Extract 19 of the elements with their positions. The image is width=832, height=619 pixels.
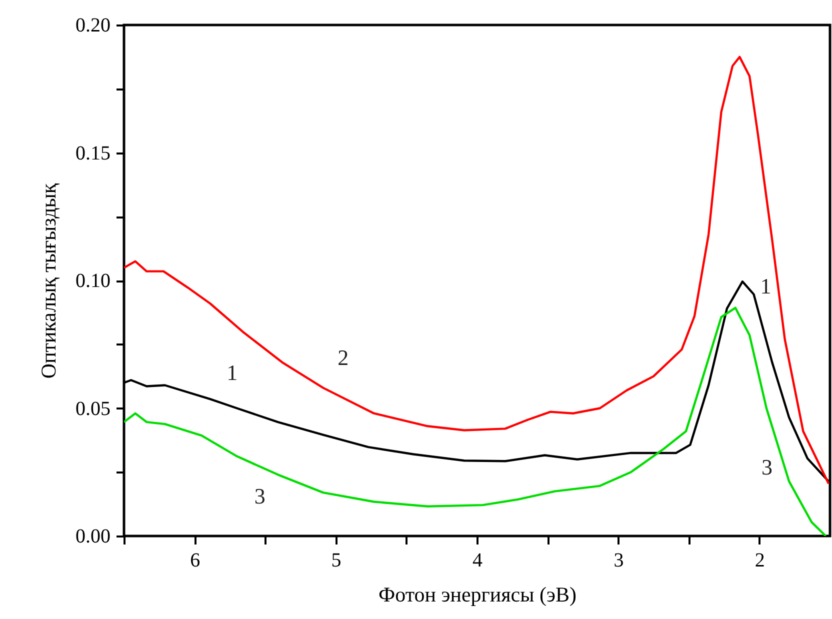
x-tick-label: 2 [754, 550, 765, 572]
line-series [124, 56, 830, 485]
x-tick-label: 5 [331, 550, 342, 572]
line-series [124, 306, 827, 536]
x-tick-label: 3 [614, 550, 624, 572]
y-tick-label: 0.00 [76, 526, 110, 548]
series-label: 3 [762, 454, 773, 480]
y-tick-label: 0.10 [76, 270, 110, 292]
text: 3 [254, 484, 266, 509]
y-tick-label: 0.15 [76, 142, 110, 164]
y-axis-title: Оптикалық тығыздық [36, 182, 60, 379]
text: 1 [226, 360, 238, 386]
series-label: 1 [760, 273, 772, 298]
x-tick-label: 4 [472, 550, 482, 572]
x-tick-label: 6 [190, 550, 200, 572]
series-label: 2 [338, 344, 349, 370]
x-axis-title: Фотон энергиясы (эВ) [378, 582, 576, 606]
y-tick-label: 0.05 [76, 398, 110, 420]
y-tick-label: 0.20 [76, 14, 110, 36]
